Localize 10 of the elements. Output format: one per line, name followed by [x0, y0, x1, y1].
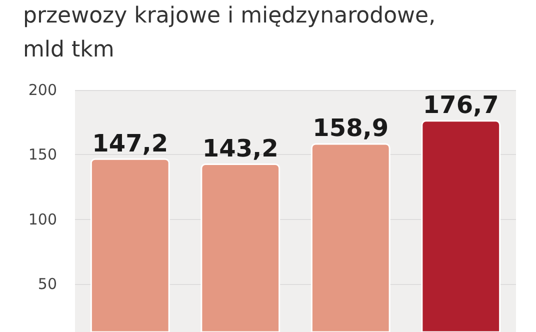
y-tick-label: 100: [28, 210, 57, 228]
data-label: 176,7: [422, 91, 499, 120]
y-tick-label: 200: [28, 81, 57, 99]
y-tick-label: 150: [28, 146, 57, 164]
data-label: 158,9: [312, 114, 389, 142]
y-tick-label: 50: [38, 275, 57, 294]
chart-title: przewozy krajowe i międzynarodowe,: [23, 4, 436, 28]
data-label: 143,2: [202, 134, 278, 163]
chart-subtitle: mld tkm: [23, 38, 114, 62]
data-label: 147,2: [92, 129, 168, 158]
